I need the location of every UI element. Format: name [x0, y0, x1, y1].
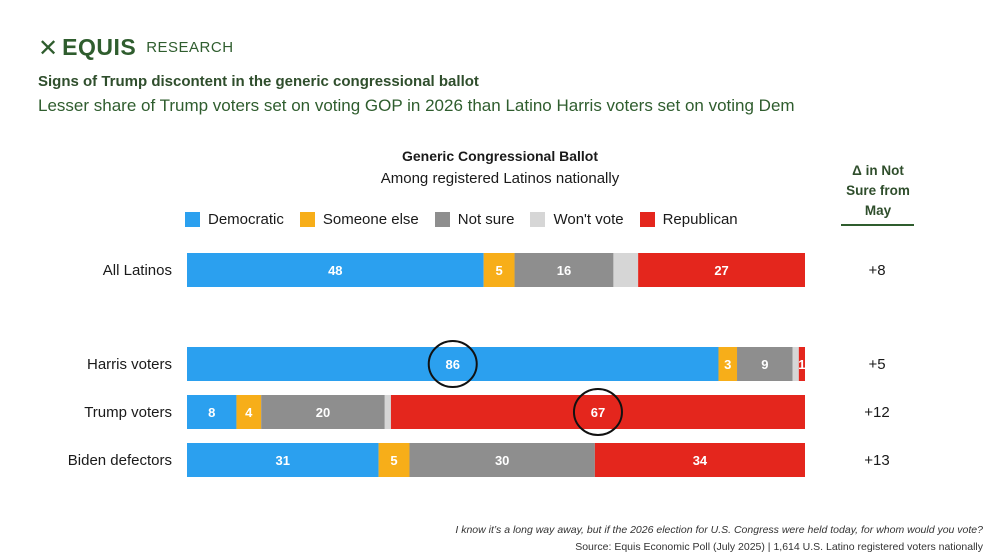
bar-segment — [737, 347, 793, 381]
equis-x-icon: ✕ — [38, 33, 59, 62]
legend-item: Won't vote — [530, 211, 624, 228]
data-label: 1 — [798, 357, 805, 372]
bar-segment — [236, 395, 262, 429]
data-label: 20 — [316, 405, 330, 420]
bar-segment — [792, 347, 799, 381]
data-label: 3 — [724, 357, 731, 372]
delta-header-line: Sure from — [846, 183, 910, 198]
chart-headline: Signs of Trump discontent in the generic… — [38, 73, 479, 90]
legend-item: Republican — [639, 211, 738, 228]
bar-segment — [409, 443, 595, 477]
data-label: 34 — [693, 453, 708, 468]
data-label: 5 — [390, 453, 397, 468]
legend-swatch — [530, 212, 546, 227]
legend-label: Democratic — [208, 211, 284, 228]
chart-title: Generic Congressional Ballot — [401, 148, 599, 164]
bar-segment — [798, 347, 805, 381]
bar-segment — [378, 443, 410, 477]
delta-value: +5 — [868, 356, 885, 373]
delta-value: +13 — [864, 452, 889, 469]
legend-swatch — [185, 212, 200, 227]
legend: Democratic Someone else Not sure Won't v… — [185, 211, 754, 228]
delta-header-line: Δ in Not — [852, 163, 904, 178]
data-label: 5 — [495, 263, 502, 278]
legend-label: Republican — [662, 211, 738, 228]
chart-subtitle: Among registered Latinos nationally — [380, 170, 620, 187]
legend-label: Someone else — [322, 211, 419, 228]
data-label: 8 — [208, 405, 215, 420]
legend-label: Won't vote — [553, 211, 624, 228]
legend-swatch — [299, 212, 315, 227]
legend-swatch — [639, 212, 655, 227]
data-label: 48 — [328, 263, 342, 278]
data-label: 67 — [591, 405, 605, 420]
delta-header-rule — [841, 224, 914, 226]
source-note: Source: Equis Economic Poll (July 2025) … — [575, 541, 983, 553]
row-label: All Latinos — [103, 262, 172, 279]
data-label: 27 — [714, 263, 728, 278]
brand-logo: ✕ EQUIS RESEARCH — [38, 34, 234, 61]
brand-name: EQUIS — [62, 34, 137, 60]
bar-segment — [261, 395, 385, 429]
row-label: Biden defectors — [68, 452, 172, 469]
highlight-circle — [572, 388, 623, 436]
bar-segment — [483, 253, 515, 287]
bar-segment — [613, 253, 639, 287]
bar-segment — [187, 253, 484, 287]
legend-item: Someone else — [299, 211, 419, 228]
bar-segment — [187, 347, 719, 381]
brand-sub: RESEARCH — [146, 39, 234, 56]
highlight-circle — [427, 340, 478, 388]
data-label: 9 — [761, 357, 768, 372]
data-label: 30 — [495, 453, 509, 468]
bar-segment — [390, 395, 805, 429]
delta-value: +8 — [868, 262, 885, 279]
data-label: 4 — [245, 405, 253, 420]
row-label: Trump voters — [84, 404, 172, 421]
chart-subheadline: Lesser share of Trump voters set on voti… — [38, 96, 795, 115]
data-label: 31 — [276, 453, 290, 468]
bar-segment — [384, 395, 391, 429]
row-label: Harris voters — [87, 356, 172, 373]
bar-segment — [718, 347, 738, 381]
delta-header-line: May — [864, 203, 892, 218]
legend-label: Not sure — [457, 211, 515, 228]
data-label: 16 — [557, 263, 571, 278]
delta-value: +12 — [864, 404, 889, 421]
bar-segment — [514, 253, 614, 287]
legend-item: Democratic — [185, 211, 284, 228]
delta-column-header: Δ in Not Sure from May — [838, 161, 918, 221]
footnote-question: I know it’s a long way away, but if the … — [455, 524, 983, 536]
bar-segment — [187, 443, 379, 477]
bar-segment — [187, 395, 237, 429]
legend-swatch — [434, 212, 450, 227]
bar-segment — [638, 253, 805, 287]
data-label: 86 — [446, 357, 460, 372]
bar-segment — [594, 443, 805, 477]
legend-item: Not sure — [434, 211, 515, 228]
